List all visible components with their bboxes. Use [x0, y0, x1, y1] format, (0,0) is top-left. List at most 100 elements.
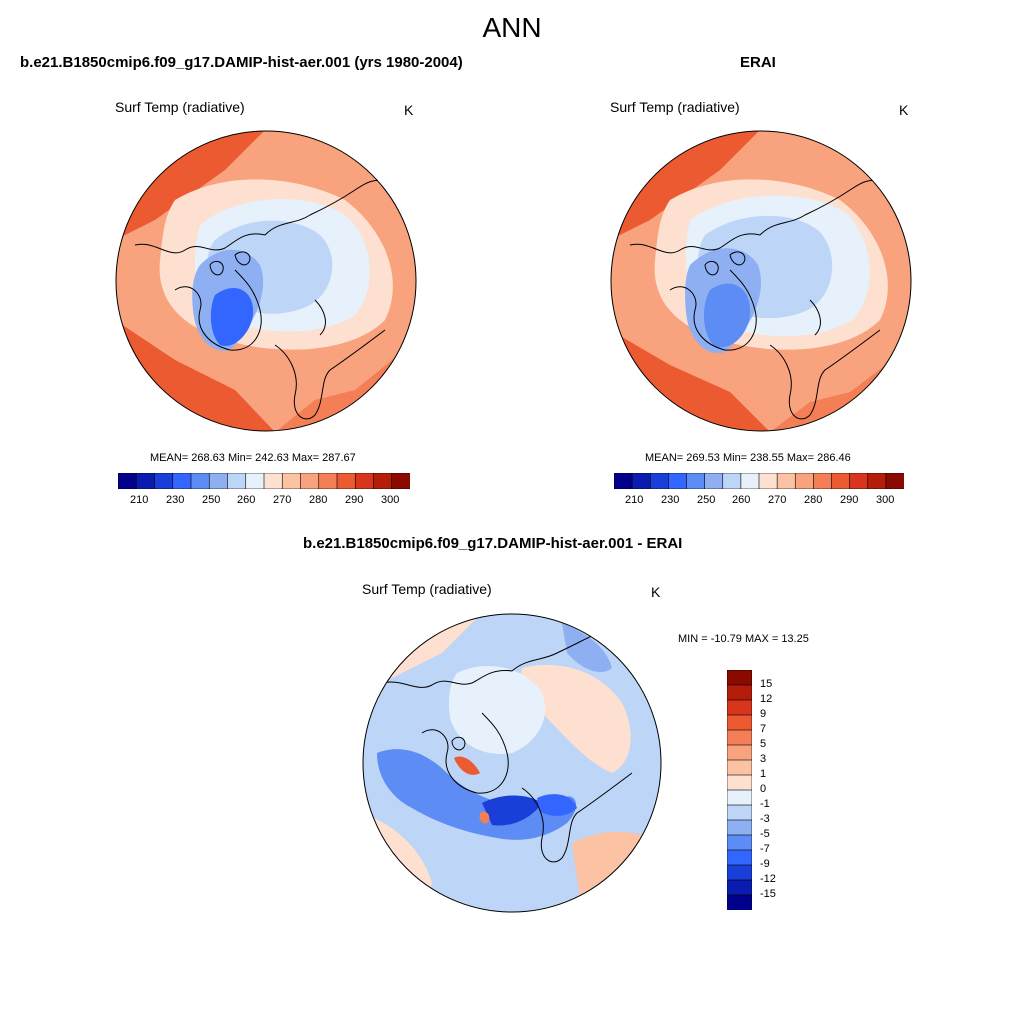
colorbar-cell — [727, 774, 752, 791]
colorbar-cell — [727, 864, 752, 881]
colorbar-cell — [190, 473, 210, 489]
colorbar-cell — [336, 473, 356, 489]
panel-3-field-coldest — [482, 795, 542, 826]
panel-2-colorbar-tick: 290 — [840, 494, 859, 506]
colorbar-cell — [668, 473, 688, 489]
panel-1-field-coldest — [210, 287, 254, 346]
colorbar-cell — [727, 819, 752, 836]
panel-1-colorbar-tick: 260 — [237, 494, 256, 506]
colorbar-cell — [740, 473, 760, 489]
panel-2-colorbar-tick: 280 — [804, 494, 823, 506]
panel-2-title: ERAI — [740, 54, 776, 71]
colorbar-cell — [727, 670, 752, 686]
colorbar-cell — [831, 473, 851, 489]
panel-3-field-hot-spot — [479, 811, 490, 824]
panel-3-colorbar-tick: -12 — [760, 873, 776, 885]
panel-2-colorbar-tick: 210 — [625, 494, 644, 506]
colorbar-cell — [885, 473, 904, 489]
colorbar-cell — [631, 473, 651, 489]
colorbar-cell — [391, 473, 410, 489]
colorbar-cell — [245, 473, 265, 489]
colorbar-cell — [727, 849, 752, 866]
panel-3-variable-label: Surf Temp (radiative) — [362, 581, 492, 597]
colorbar-cell — [727, 699, 752, 716]
panel-1-variable-label: Surf Temp (radiative) — [115, 99, 245, 115]
colorbar-cell — [727, 894, 752, 910]
colorbar-cell — [727, 684, 752, 701]
colorbar-cell — [118, 473, 137, 489]
panel-3-colorbar-tick: 0 — [760, 783, 767, 795]
panel-2-variable-label: Surf Temp (radiative) — [610, 99, 740, 115]
panel-2-colorbar-tick: 300 — [876, 494, 895, 506]
panel-3-field-warm-se — [572, 831, 661, 912]
panel-1-colorbar-tick: 300 — [381, 494, 400, 506]
colorbar-cell — [686, 473, 706, 489]
panel-2-colorbar-tick: 270 — [768, 494, 787, 506]
colorbar-cell — [727, 744, 752, 761]
colorbar-cell — [727, 804, 752, 821]
panel-2-units: K — [899, 102, 909, 118]
panel-3-colorbar-tick: 12 — [760, 693, 773, 705]
colorbar-cell — [614, 473, 633, 489]
colorbar-cell — [727, 729, 752, 746]
panel-1-stats: MEAN= 268.63 Min= 242.63 Max= 287.67 — [150, 452, 356, 464]
panel-1-title: b.e21.B1850cmip6.f09_g17.DAMIP-hist-aer.… — [20, 54, 463, 71]
colorbar-cell — [208, 473, 229, 489]
panel-3-field-hot-spot — [454, 756, 480, 775]
panel-3-colorbar-tick: 7 — [760, 723, 767, 735]
panel-3-colorbar-tick: -7 — [760, 843, 770, 855]
panel-3-colorbar-tick: -3 — [760, 813, 770, 825]
colorbar-cell — [318, 473, 338, 489]
panel-3-colorbar-tick: 1 — [760, 768, 767, 780]
panel-1-colorbar-tick: 290 — [345, 494, 364, 506]
panel-3-units: K — [651, 584, 661, 600]
panel-1-coastlines — [134, 180, 396, 420]
figure-title: ANN — [482, 12, 542, 43]
colorbar-cell — [172, 473, 192, 489]
colorbar-cell — [227, 473, 247, 489]
panel-3-coastlines — [381, 630, 633, 863]
panel-2-colorbar-tick: 260 — [732, 494, 751, 506]
panel-2-colorbar — [614, 473, 904, 489]
panel-2-map-border — [610, 130, 912, 432]
panel-3-map — [362, 613, 662, 913]
panel-1-units: K — [404, 102, 414, 118]
panel-3-colorbar-tick: -15 — [760, 888, 776, 900]
panel-2-colorbar-tick: 230 — [661, 494, 680, 506]
colorbar-cell — [813, 473, 833, 489]
colorbar-cell — [776, 473, 796, 489]
panel-3-colorbar-tick: 5 — [760, 738, 767, 750]
colorbar-cell — [727, 789, 752, 806]
panel-2-stats: MEAN= 269.53 Min= 238.55 Max= 286.46 — [645, 452, 851, 464]
colorbar-cell — [263, 473, 283, 489]
panel-3-colorbar-tick: -9 — [760, 858, 770, 870]
panel-2-map — [610, 130, 912, 432]
colorbar-cell — [154, 473, 174, 489]
panel-1-colorbar-tick: 270 — [273, 494, 292, 506]
panel-2-field-coldest — [703, 283, 751, 348]
panel-3-colorbar-tick: 9 — [760, 708, 767, 720]
panel-1-colorbar-tick: 210 — [130, 494, 149, 506]
colorbar-cell — [373, 473, 393, 489]
panel-3-colorbar-tick: 3 — [760, 753, 767, 765]
panel-3-field-colder — [537, 794, 577, 816]
colorbar-cell — [849, 473, 869, 489]
panel-3-colorbar-tick: 15 — [760, 678, 773, 690]
panel-3-field-neutral — [448, 665, 546, 754]
panel-1-colorbar-tick: 280 — [309, 494, 328, 506]
panel-2-colorbar-tick: 250 — [697, 494, 716, 506]
panel-1-map — [115, 130, 417, 432]
colorbar-cell — [758, 473, 778, 489]
panel-1-map-border — [115, 130, 417, 432]
colorbar-cell — [727, 714, 752, 731]
panel-2-coastlines — [629, 180, 891, 420]
colorbar-cell — [727, 834, 752, 851]
panel-3-stats: MIN = -10.79 MAX = 13.25 — [678, 633, 809, 645]
panel-3-map-border — [362, 613, 662, 913]
colorbar-cell — [704, 473, 724, 489]
colorbar-cell — [281, 473, 302, 489]
colorbar-cell — [727, 879, 752, 896]
colorbar-cell — [135, 473, 156, 489]
colorbar-cell — [727, 759, 752, 776]
panel-1-colorbar — [118, 473, 410, 489]
